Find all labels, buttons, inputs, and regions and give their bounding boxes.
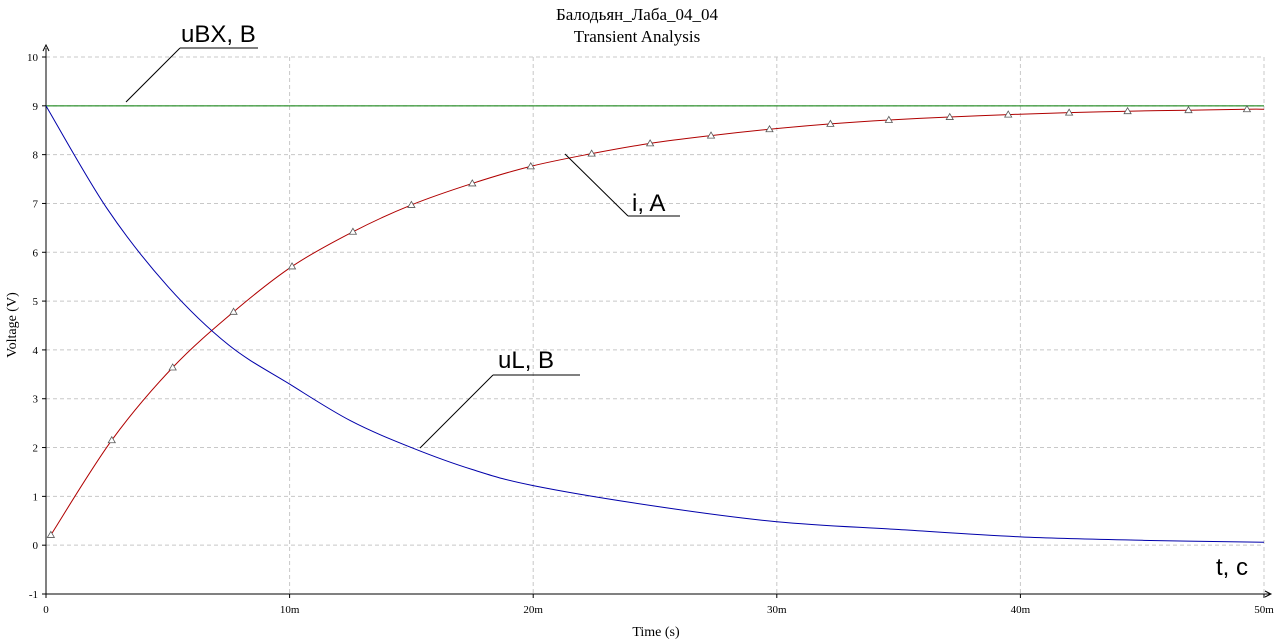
y-axis-label: Voltage (V) (5, 292, 20, 358)
marker-i-a (1242, 104, 1252, 113)
annotation-leader-i (564, 153, 629, 217)
marker-i-a (526, 162, 535, 170)
marker-i-a (1184, 105, 1193, 114)
annotations: uBX, B i, A uL, B t, c (125, 21, 1248, 581)
y-tick-label: 7 (33, 198, 39, 210)
marker-i-a (706, 131, 716, 139)
y-tick-label: -1 (29, 589, 38, 601)
x-tick-label: 30m (767, 604, 787, 616)
y-tick-label: 8 (33, 150, 39, 162)
y-tick-label: 0 (33, 540, 39, 552)
annotation-leader-ul (419, 374, 494, 449)
tick-labels: 0 10m 20m 30m 40m 50m -1 0 1 2 3 4 5 6 7 8 9 10 (27, 52, 1274, 616)
x-tick-label: 50m (1254, 604, 1274, 616)
y-tick-label: 1 (33, 491, 39, 503)
marker-i-a (587, 149, 596, 157)
x-tick-label: 0 (43, 604, 49, 616)
y-tick-label: 3 (33, 394, 39, 406)
marker-i-a (107, 435, 116, 444)
marker-i-a (1064, 108, 1074, 116)
marker-i-a (348, 227, 358, 235)
marker-i-a (407, 200, 416, 208)
axes (42, 43, 1273, 598)
y-tick-label: 6 (33, 247, 39, 259)
x-tick-label: 20m (523, 604, 543, 616)
y-tick-label: 2 (33, 443, 39, 455)
y-tick-label: 9 (33, 101, 39, 113)
series-line-ul-b (45, 105, 1265, 543)
y-tick-label: 5 (33, 296, 39, 308)
marker-i-a (229, 307, 238, 315)
marker-i-a (468, 179, 477, 187)
marker-i-a (765, 124, 774, 133)
marker-i-a (46, 530, 56, 538)
series-markers (46, 104, 1252, 538)
marker-i-a (168, 363, 177, 371)
marker-i-a (884, 115, 894, 123)
annotation-t-label: t, c (1216, 554, 1248, 581)
marker-i-a (287, 262, 297, 270)
x-tick-label: 10m (280, 604, 300, 616)
x-axis-label: Time (s) (632, 625, 680, 640)
chart-title: Балодьян_Лаба_04_04 (556, 5, 719, 24)
y-tick-label: 4 (33, 345, 39, 357)
y-tick-label: 10 (27, 52, 39, 64)
annotation-leader-ubx (125, 47, 181, 103)
chart-subtitle: Transient Analysis (574, 27, 700, 46)
marker-i-a (1123, 106, 1132, 115)
annotation-i-label: i, A (632, 190, 665, 217)
marker-i-a (826, 119, 835, 127)
marker-i-a (945, 112, 954, 120)
annotation-ubx-label: uBX, B (181, 21, 256, 48)
marker-i-a (645, 139, 655, 147)
x-axis-arrow (1264, 590, 1273, 598)
annotation-ul-label: uL, B (498, 347, 554, 374)
y-axis-arrow (42, 43, 50, 52)
x-tick-label: 40m (1011, 604, 1031, 616)
marker-i-a (1004, 110, 1013, 118)
